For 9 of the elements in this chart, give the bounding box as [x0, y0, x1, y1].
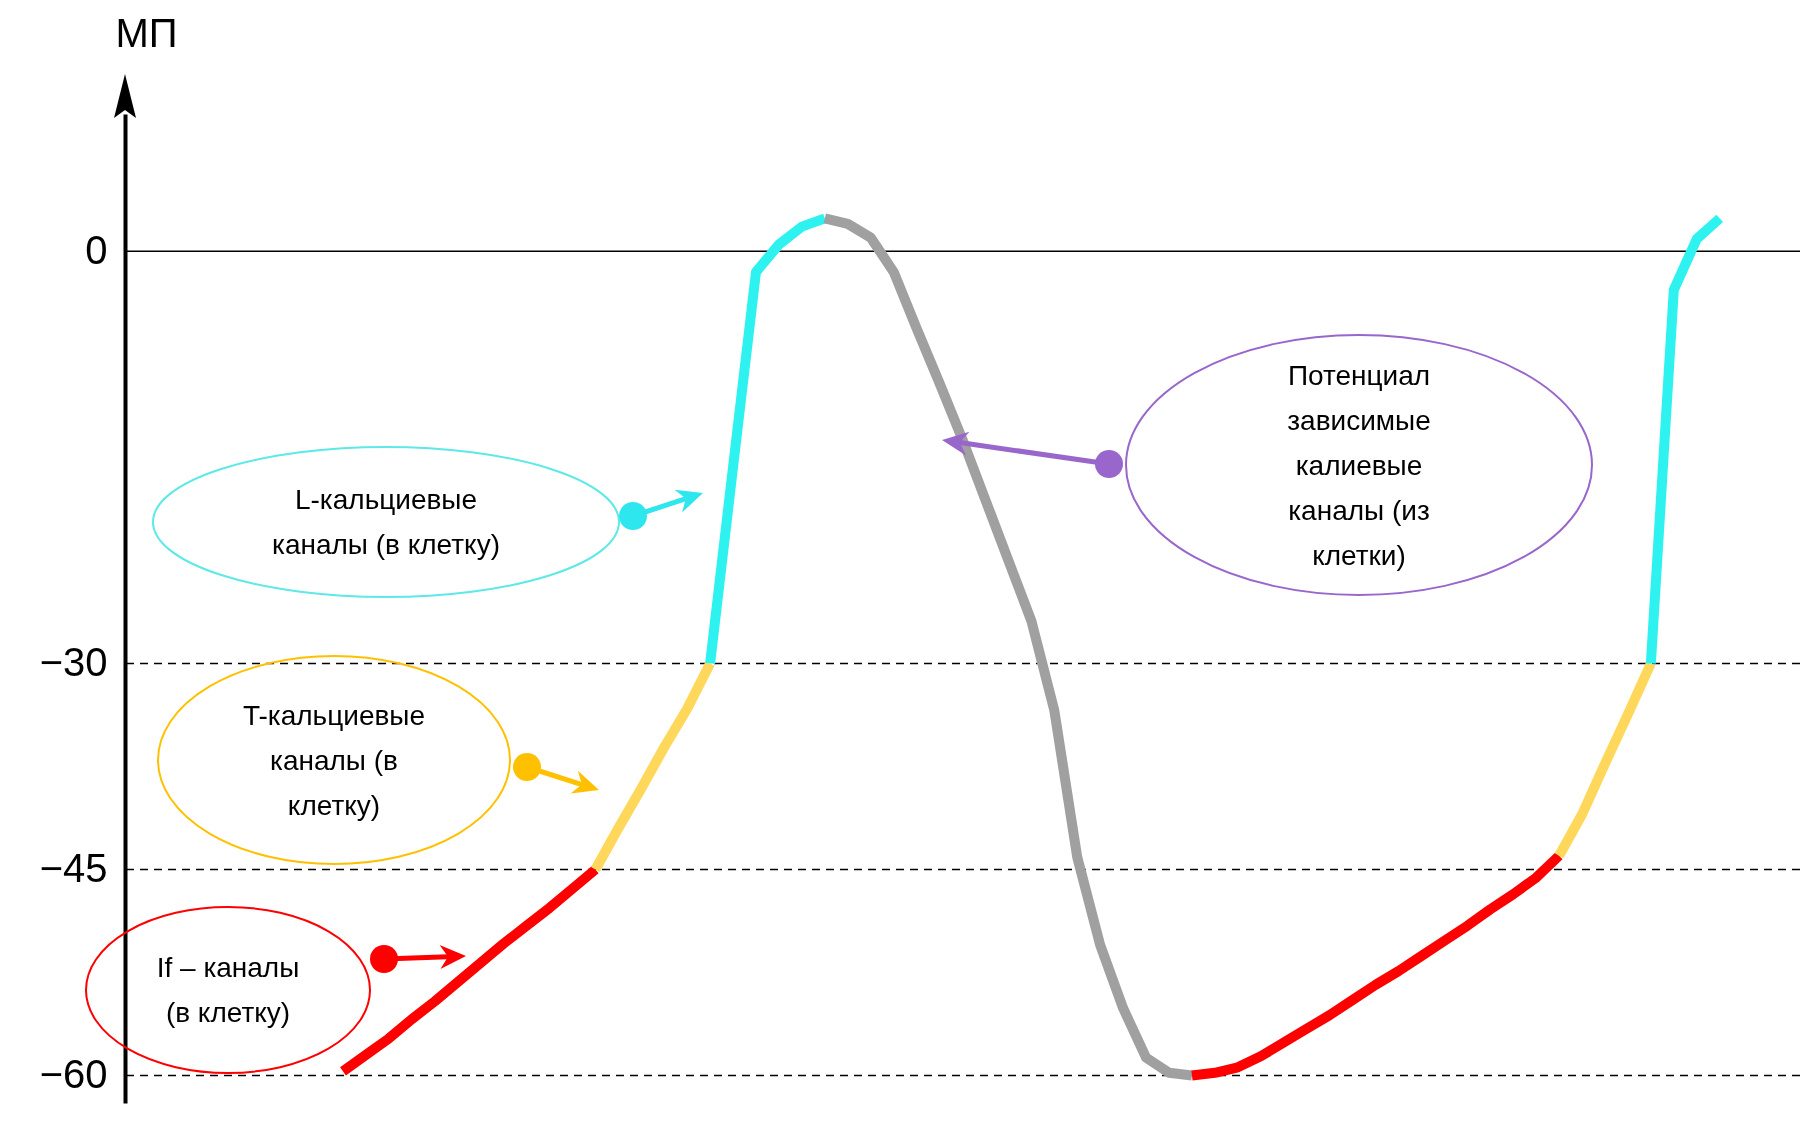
annotation: If – каналы (в клетку) — [155, 951, 301, 1030]
y-tick-label: −45 — [39, 845, 108, 890]
annotation: T-кальциевые каналы (в клетку) — [241, 698, 427, 823]
annotation: L-кальциевые каналы (в клетку) — [271, 483, 501, 562]
annotation: Потенциал зависимые калиевые каналы (из клетки) — [1286, 358, 1432, 573]
y-axis-title: МП — [115, 10, 178, 55]
y-tick-label: 0 — [85, 227, 108, 272]
y-tick-label: −60 — [39, 1052, 108, 1097]
y-tick-label: −30 — [39, 639, 108, 684]
